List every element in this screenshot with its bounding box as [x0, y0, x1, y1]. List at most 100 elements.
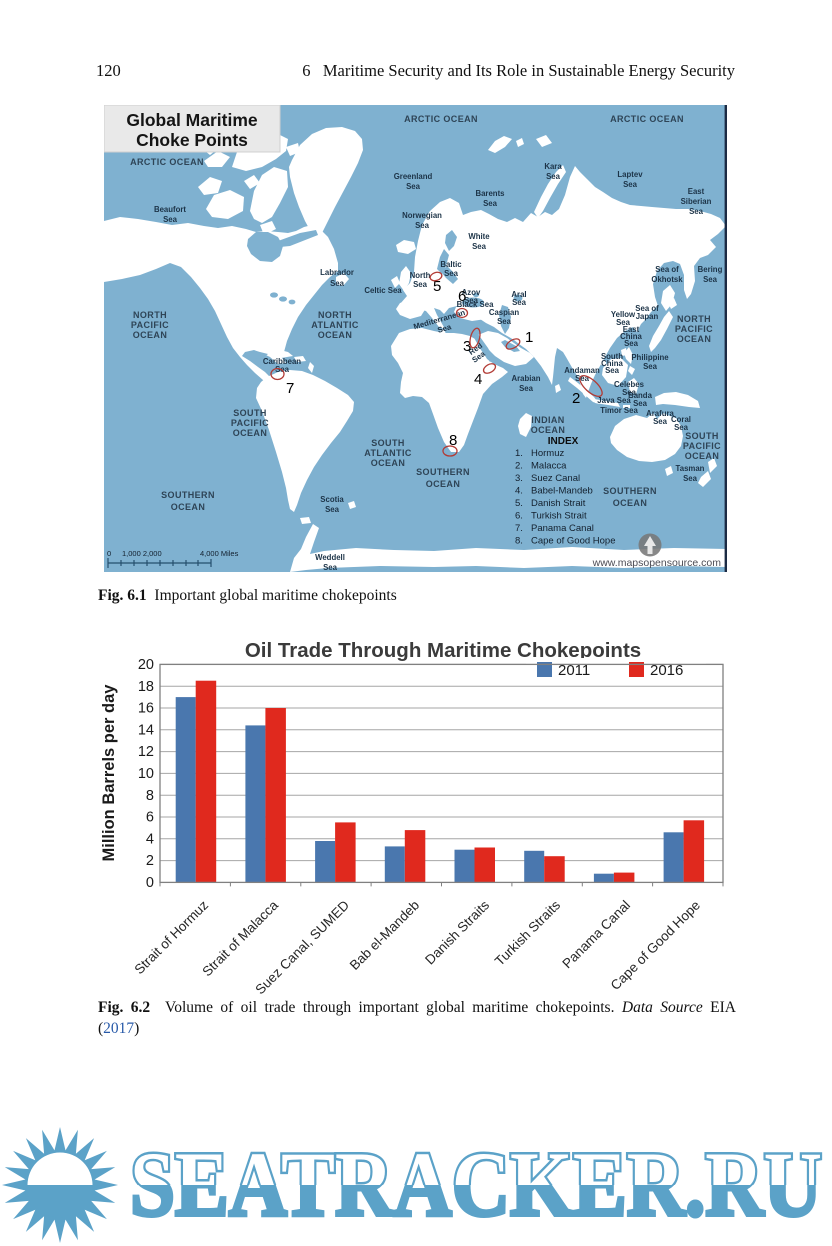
svg-text:Aral: Aral — [511, 290, 526, 299]
svg-text:SOUTH: SOUTH — [685, 431, 719, 441]
svg-text:Turkish Straits: Turkish Straits — [492, 897, 563, 968]
svg-text:SOUTH: SOUTH — [233, 408, 267, 418]
svg-text:Strait of Hormuz: Strait of Hormuz — [132, 897, 212, 977]
svg-text:Sea: Sea — [624, 339, 639, 348]
svg-text:OCEAN: OCEAN — [233, 428, 268, 438]
svg-text:Sea: Sea — [653, 417, 668, 426]
svg-text:5.: 5. — [515, 498, 523, 509]
svg-text:6: 6 — [146, 810, 154, 826]
svg-text:ARCTIC OCEAN: ARCTIC OCEAN — [130, 157, 204, 167]
svg-text:Okhotsk: Okhotsk — [651, 275, 683, 284]
svg-text:INDIAN: INDIAN — [531, 415, 564, 425]
svg-text:PACIFIC: PACIFIC — [231, 418, 269, 428]
svg-text:5: 5 — [433, 278, 441, 295]
svg-text:Beaufort: Beaufort — [154, 205, 186, 214]
svg-text:Sea: Sea — [413, 280, 428, 289]
svg-text:Sea: Sea — [436, 322, 452, 335]
svg-text:PACIFIC: PACIFIC — [675, 324, 713, 334]
svg-text:Oil Trade Through Maritime Cho: Oil Trade Through Maritime Chokepoints — [245, 639, 641, 662]
svg-text:Baltic: Baltic — [440, 260, 462, 269]
svg-text:White: White — [468, 232, 490, 241]
svg-text:PACIFIC: PACIFIC — [131, 320, 169, 330]
svg-text:Turkish Strait: Turkish Strait — [531, 511, 587, 522]
svg-text:Celtic Sea: Celtic Sea — [364, 286, 402, 295]
svg-text:12: 12 — [138, 744, 154, 760]
svg-text:3.: 3. — [515, 473, 523, 484]
svg-text:18: 18 — [138, 679, 154, 695]
svg-text:Sea: Sea — [415, 221, 430, 230]
svg-text:Sea: Sea — [623, 180, 638, 189]
svg-text:NORTH: NORTH — [133, 310, 167, 320]
svg-text:Sea: Sea — [483, 199, 498, 208]
svg-text:2011: 2011 — [558, 662, 590, 679]
svg-text:China: China — [601, 359, 623, 368]
svg-text:Andaman: Andaman — [564, 366, 600, 375]
svg-text:16: 16 — [138, 701, 154, 717]
svg-text:2: 2 — [572, 390, 580, 407]
svg-text:Choke Points: Choke Points — [136, 130, 248, 150]
svg-text:Panama Canal: Panama Canal — [531, 523, 594, 534]
svg-text:Cape of Good Hope: Cape of Good Hope — [531, 536, 616, 547]
svg-text:www.mapsopensource.com: www.mapsopensource.com — [592, 557, 722, 569]
svg-text:Sea: Sea — [605, 366, 620, 375]
svg-text:SEATRACKER.RU: SEATRACKER.RU — [130, 1133, 822, 1235]
svg-text:ARCTIC OCEAN: ARCTIC OCEAN — [610, 114, 684, 124]
svg-text:Celebes: Celebes — [614, 380, 645, 389]
svg-text:Hormuz: Hormuz — [531, 448, 565, 459]
svg-text:NORTH: NORTH — [677, 314, 711, 324]
svg-text:Sea: Sea — [575, 374, 590, 383]
svg-text:Weddell: Weddell — [315, 553, 345, 562]
svg-text:4.: 4. — [515, 486, 523, 497]
svg-text:0: 0 — [107, 549, 111, 558]
svg-text:7: 7 — [286, 380, 294, 397]
svg-text:Azov: Azov — [462, 288, 481, 297]
svg-text:Sea: Sea — [325, 505, 340, 514]
svg-text:Sea: Sea — [519, 384, 534, 393]
svg-text:SOUTHERN: SOUTHERN — [603, 486, 657, 496]
svg-text:Barents: Barents — [475, 189, 505, 198]
svg-text:Yellow: Yellow — [611, 310, 636, 319]
svg-text:ATLANTIC: ATLANTIC — [311, 320, 359, 330]
svg-text:Sea: Sea — [472, 242, 487, 251]
svg-text:14: 14 — [138, 722, 154, 738]
svg-text:Siberian: Siberian — [681, 197, 712, 206]
svg-text:Bab el-Mandeb: Bab el-Mandeb — [347, 898, 422, 973]
svg-text:Suez Canal: Suez Canal — [531, 473, 580, 484]
svg-text:8: 8 — [449, 432, 457, 449]
svg-text:Sea: Sea — [464, 296, 479, 305]
svg-text:Sea: Sea — [703, 275, 718, 284]
svg-text:Sea: Sea — [622, 388, 637, 397]
svg-text:4,000 Miles: 4,000 Miles — [200, 549, 239, 558]
svg-text:OCEAN: OCEAN — [371, 458, 406, 468]
svg-text:SEATRACKER.RU: SEATRACKER.RU — [130, 1133, 822, 1235]
svg-text:Sea: Sea — [323, 563, 338, 572]
svg-text:NORTH: NORTH — [318, 310, 352, 320]
svg-text:ATLANTIC: ATLANTIC — [364, 448, 412, 458]
svg-text:Sea: Sea — [330, 279, 345, 288]
svg-text:Babel-Mandeb: Babel-Mandeb — [531, 486, 593, 497]
svg-text:INDEX: INDEX — [548, 436, 579, 447]
svg-text:OCEAN: OCEAN — [531, 425, 566, 435]
svg-text:East: East — [623, 325, 640, 334]
svg-text:Global Maritime: Global Maritime — [126, 110, 258, 130]
svg-text:PACIFIC: PACIFIC — [683, 441, 721, 451]
svg-text:Tasman: Tasman — [676, 464, 705, 473]
svg-text:2: 2 — [146, 853, 154, 869]
svg-text:Arabian: Arabian — [511, 374, 540, 383]
svg-text:Sea: Sea — [633, 399, 648, 408]
svg-text:Black Sea: Black Sea — [457, 300, 495, 309]
svg-text:1,000 2,000: 1,000 2,000 — [122, 549, 162, 558]
svg-text:3: 3 — [463, 338, 471, 355]
svg-text:China: China — [620, 332, 642, 341]
svg-text:SOUTHERN: SOUTHERN — [416, 467, 470, 477]
svg-text:Danish Strait: Danish Strait — [531, 498, 586, 509]
svg-text:Sea: Sea — [406, 182, 421, 191]
svg-text:OCEAN: OCEAN — [613, 498, 648, 508]
svg-text:OCEAN: OCEAN — [133, 330, 168, 340]
svg-text:Laptev: Laptev — [617, 170, 643, 179]
svg-text:Timor Sea: Timor Sea — [600, 406, 638, 415]
svg-text:Sea: Sea — [643, 362, 658, 371]
svg-text:Million Barrels per day: Million Barrels per day — [100, 684, 118, 862]
svg-text:OCEAN: OCEAN — [426, 479, 461, 489]
svg-text:Sea: Sea — [497, 317, 512, 326]
